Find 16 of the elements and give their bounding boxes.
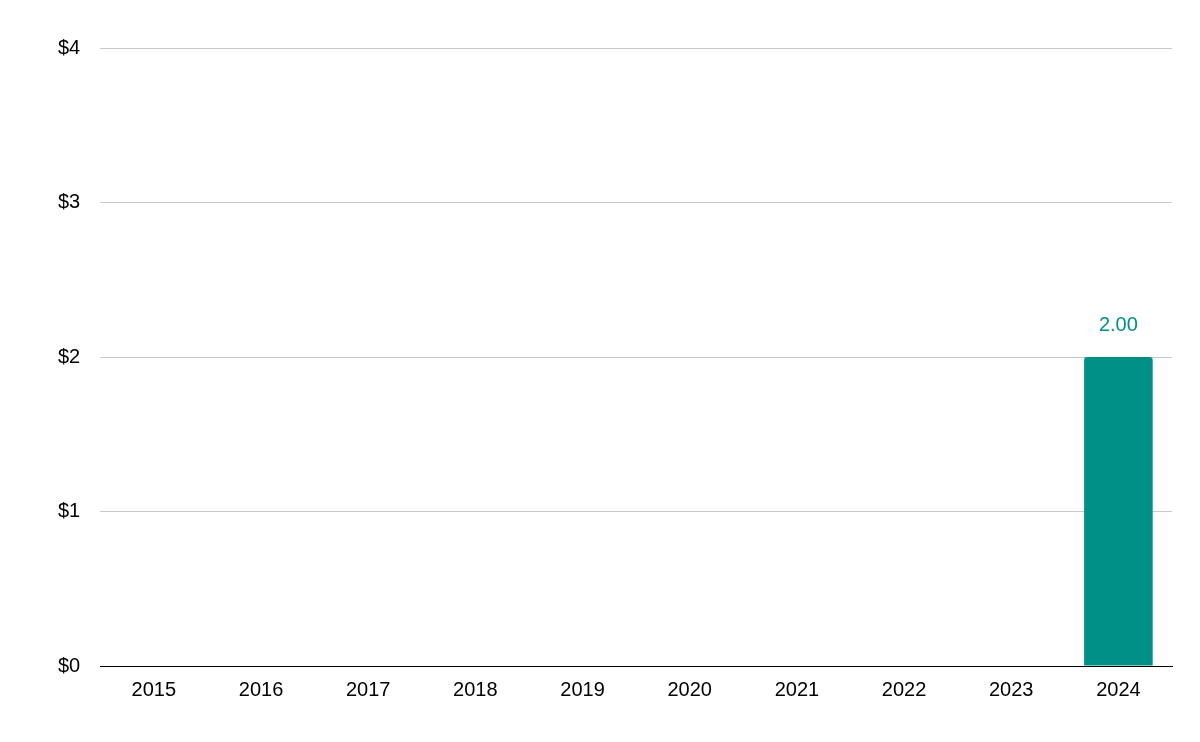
y-tick-label: $4 [58,35,81,58]
x-tick-label: 2017 [345,677,391,700]
y-tick-label: $0 [58,653,81,676]
x-tick-label: 2019 [560,677,605,700]
data-label: 2.00 [1098,312,1138,335]
x-tick-label: 2016 [238,677,284,700]
x-tick-label: 2015 [131,677,177,700]
x-tick-label: 2023 [988,677,1034,700]
y-tick-label: $1 [58,499,81,522]
x-tick-label: 2024 [1096,677,1141,700]
y-tick-label: $2 [58,344,81,367]
y-tick-label: $3 [58,190,81,213]
x-tick-label: 2021 [774,677,820,700]
x-tick-label: 2022 [881,677,927,700]
x-tick-label: 2018 [453,677,498,700]
x-tick-label: 2020 [667,677,712,700]
